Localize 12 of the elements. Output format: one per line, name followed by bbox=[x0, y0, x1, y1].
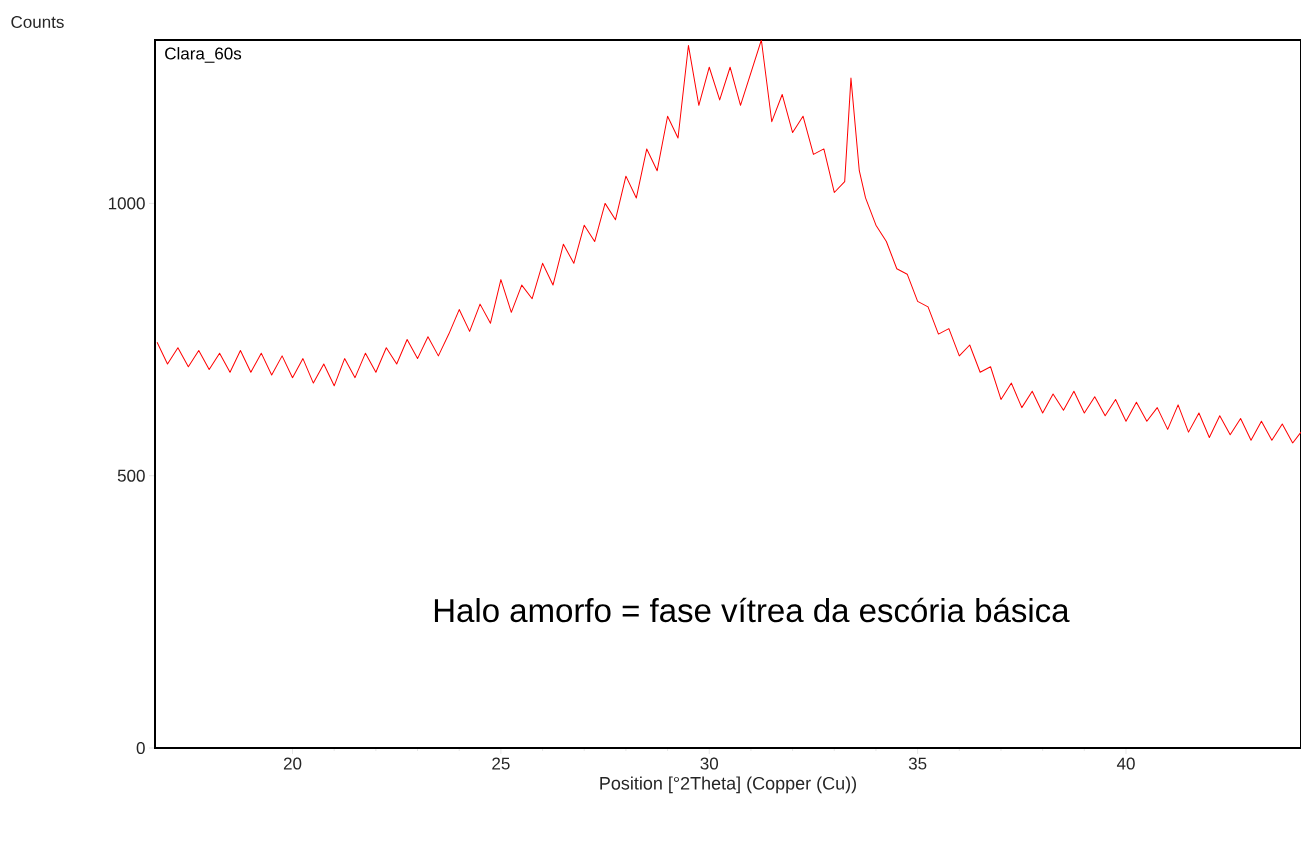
x-axis-title: Position [°2Theta] (Copper (Cu)) bbox=[600, 776, 857, 794]
x-tick-label: 30 bbox=[700, 757, 719, 770]
annotation: Halo amorfo = fase vítrea da escória básica bbox=[434, 597, 1070, 623]
x-tick-label: 40 bbox=[1116, 757, 1135, 770]
x-tick-label: 35 bbox=[908, 757, 927, 770]
y-tick-label: 500 bbox=[117, 469, 145, 482]
x-tick-label: 25 bbox=[492, 757, 510, 770]
y-tick-label: 1000 bbox=[108, 197, 145, 210]
y-axis-title: Counts bbox=[11, 15, 64, 29]
y-tick-label: 0 bbox=[136, 741, 145, 755]
x-tick-label: 20 bbox=[283, 757, 302, 770]
annotation: Clara_60s bbox=[165, 47, 242, 63]
